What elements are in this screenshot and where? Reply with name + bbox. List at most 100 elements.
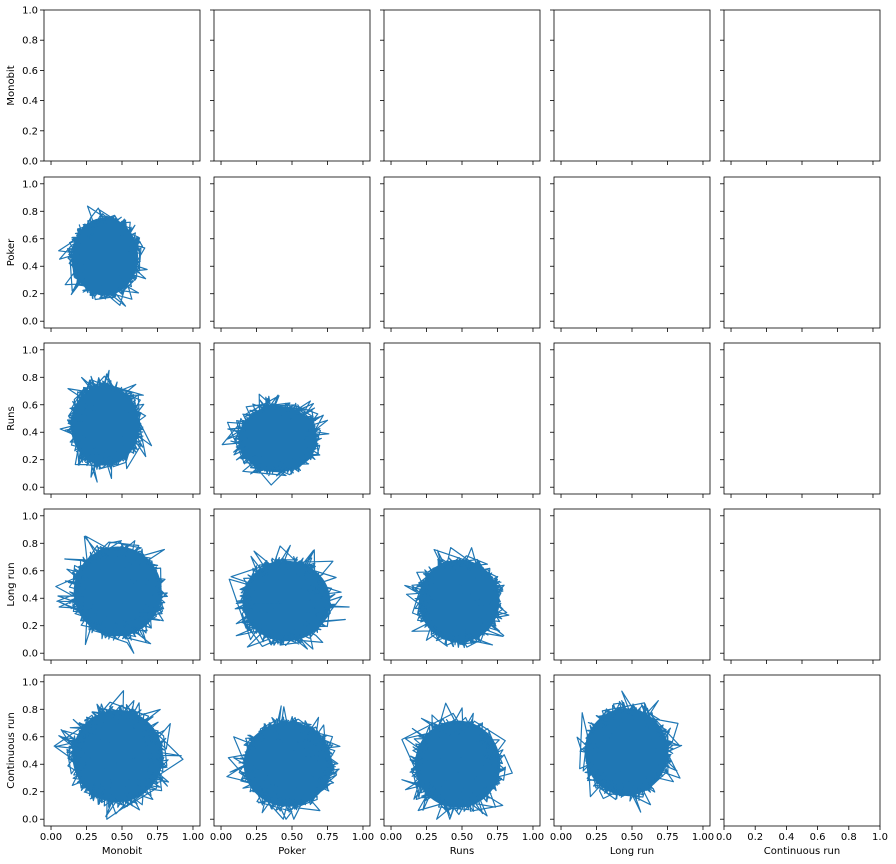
axes-frame [553,508,711,661]
x-tick-label: 0.6 [810,832,826,843]
y-tick-label: 0.2 [22,787,38,798]
y-tick-label: 1.0 [22,511,38,522]
x-axis-label: Poker [278,846,306,857]
x-tick-label: 0.4 [778,832,794,843]
subplot-monobit-vs-runs [380,9,541,165]
y-tick-label: 0.2 [22,126,38,137]
y-axis-label: Long run [6,562,17,606]
subplot-runs-vs-continuous-run [720,342,881,498]
subplot-long-run-vs-continuous-run [720,508,881,664]
y-tick-label: 0.0 [22,483,38,494]
y-tick-label: 0.6 [22,400,38,411]
series-line-continuous-run-vs-monobit [53,690,184,820]
y-tick-label: 1.0 [22,677,38,688]
subplot-continuous-run-vs-long-run: 0.00 0.25 0.50 0.75 1.00 Long run [550,674,714,857]
axes-frame [383,342,541,495]
y-axis-label: Runs [6,406,17,430]
y-tick-label: 0.6 [22,732,38,743]
subplot-runs-vs-monobit: 0.0 0.2 0.4 0.6 0.8 1.0 Runs [6,342,201,498]
y-tick-label: 1.0 [22,179,38,190]
y-tick-label: 0.6 [22,566,38,577]
x-axis-label: Long run [610,846,654,857]
subplot-poker-vs-monobit: 0.0 0.2 0.4 0.6 0.8 1.0 Poker [6,176,201,332]
subplot-runs-vs-long-run [550,342,711,498]
x-tick-label: 1.0 [872,832,888,843]
x-tick-label: 1.00 [182,832,204,843]
x-tick-label: 0.25 [585,832,607,843]
axes-frame [383,9,541,162]
subplot-poker-vs-poker [210,176,371,332]
x-tick-label: 1.00 [522,832,544,843]
y-tick-label: 0.6 [22,66,38,77]
x-tick-label: 0.75 [486,832,508,843]
y-tick-label: 0.8 [22,36,38,47]
y-tick-label: 0.0 [22,317,38,328]
y-axis-label: Continuous run [6,712,17,788]
y-tick-label: 0.4 [22,262,38,273]
y-axis-label: Monobit [6,65,17,105]
x-tick-label: 0.00 [210,832,232,843]
subplot-poker-vs-continuous-run [720,176,881,332]
axes-frame [723,176,881,329]
x-tick-label: 0.00 [40,832,62,843]
axes-frame [723,342,881,495]
axes-frame [553,9,711,162]
x-tick-label: 0.25 [75,832,97,843]
axes-frame [723,674,881,827]
y-tick-label: 0.4 [22,96,38,107]
y-tick-label: 1.0 [22,345,38,356]
axes-frame [383,176,541,329]
y-tick-label: 0.4 [22,760,38,771]
x-axis-label: Runs [450,846,474,857]
y-tick-label: 0.8 [22,539,38,550]
subplot-monobit-vs-poker [210,9,371,165]
y-tick-label: 0.8 [22,705,38,716]
subplot-long-run-vs-long-run [550,508,711,664]
y-tick-label: 0.4 [22,594,38,605]
axes-frame [723,508,881,661]
y-tick-label: 0.2 [22,289,38,300]
subplot-long-run-vs-runs [380,508,541,664]
x-tick-label: 0.50 [621,832,643,843]
x-tick-label: 0.00 [380,832,402,843]
x-tick-label: 0.75 [656,832,678,843]
x-tick-label: 0.00 [550,832,572,843]
y-axis-label: Poker [6,238,17,266]
x-tick-label: 0.50 [451,832,473,843]
y-tick-label: 0.6 [22,234,38,245]
y-tick-label: 0.8 [22,207,38,218]
subplot-monobit-vs-long-run [550,9,711,165]
subplot-continuous-run-vs-monobit: 0.00 0.25 0.50 0.75 1.00 0.0 0.2 0.4 0.6 0.8 1.0 Mo… [6,674,204,857]
x-tick-label: 1.00 [352,832,374,843]
x-tick-label: 0.0 [716,832,732,843]
axes-frame [553,342,711,495]
series-line-runs-vs-poker [221,393,330,486]
subplot-monobit-vs-monobit: 0.0 0.2 0.4 0.6 0.8 1.0 Monobit [6,6,201,168]
series-line-continuous-run-vs-long-run [576,690,683,813]
subplot-poker-vs-long-run [550,176,711,332]
x-tick-label: 1.00 [692,832,714,843]
axes-frame [213,176,371,329]
subplot-continuous-run-vs-continuous-run: 0.0 0.2 0.4 0.6 0.8 1.0 Continuous run [716,674,888,857]
subplot-runs-vs-runs [380,342,541,498]
subplot-runs-vs-poker [210,342,371,498]
subplot-poker-vs-runs [380,176,541,332]
series-line-poker-vs-monobit [58,205,148,307]
y-tick-label: 1.0 [22,6,38,17]
subplot-continuous-run-vs-runs: 0.00 0.25 0.50 0.75 1.00 Runs [380,674,544,857]
subplot-long-run-vs-poker [210,508,371,664]
series-line-continuous-run-vs-poker [226,705,341,820]
x-axis-label: Continuous run [764,846,840,857]
y-tick-label: 0.2 [22,455,38,466]
y-tick-label: 0.4 [22,428,38,439]
y-tick-label: 0.0 [22,649,38,660]
y-tick-label: 0.8 [22,373,38,384]
x-tick-label: 0.75 [146,832,168,843]
x-tick-label: 0.75 [316,832,338,843]
x-tick-label: 0.25 [245,832,267,843]
axes-frame [553,176,711,329]
subplot-continuous-run-vs-poker: 0.00 0.25 0.50 0.75 1.00 Poker [210,674,374,857]
x-tick-label: 0.50 [281,832,303,843]
y-tick-label: 0.2 [22,621,38,632]
